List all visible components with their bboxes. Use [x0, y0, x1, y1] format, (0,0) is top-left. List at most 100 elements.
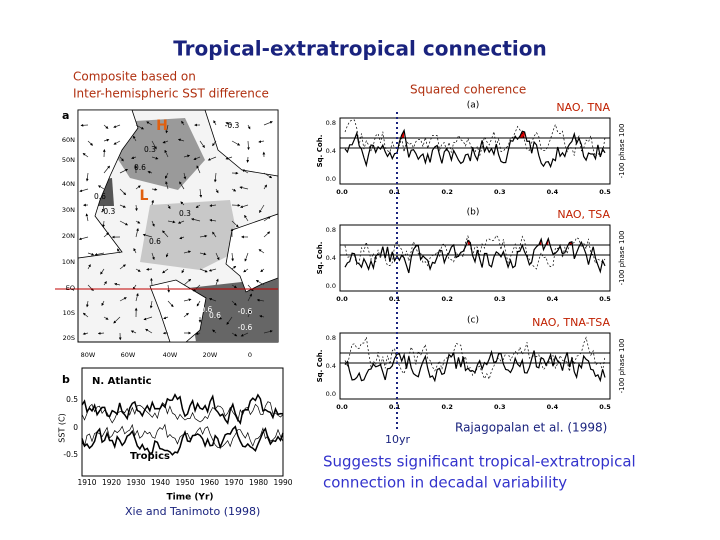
lon-label: 60W — [121, 351, 136, 359]
lat-label: 20S — [63, 334, 75, 342]
wind-arrow — [179, 236, 185, 240]
wind-arrow — [208, 298, 217, 302]
wind-arrow — [263, 216, 271, 222]
wind-arrow — [247, 293, 252, 302]
wind-arrow — [135, 227, 139, 238]
lat-label: 40N — [62, 180, 75, 188]
pair-label: NAO, TNA-TSA — [532, 316, 610, 329]
wind-arrow — [199, 252, 207, 256]
panel-label: (b) — [467, 208, 480, 218]
wind-arrow — [177, 138, 185, 142]
wind-arrow — [119, 220, 129, 226]
x-tick-label: 0.0 — [336, 403, 348, 411]
heading: Squared coherence — [410, 83, 526, 97]
wind-arrow — [231, 140, 241, 146]
wind-arrow — [151, 140, 157, 150]
wind-arrow — [215, 278, 219, 286]
wind-arrow — [151, 199, 155, 206]
contour-label: -0.3 — [225, 121, 240, 130]
wind-arrow — [114, 282, 121, 286]
wind-arrow — [102, 220, 105, 228]
x-tick-label: 1960 — [200, 478, 219, 487]
wind-arrow — [225, 156, 233, 160]
wind-arrow — [259, 204, 265, 213]
wind-arrow — [244, 214, 249, 222]
ts-curve — [81, 393, 284, 425]
wind-arrow — [162, 230, 169, 238]
wind-arrow — [135, 220, 141, 224]
high-label: H — [156, 118, 168, 134]
x-axis-label: Time (Yr) — [166, 493, 213, 503]
wind-arrow — [151, 220, 155, 227]
wind-arrow — [135, 268, 141, 272]
wind-arrow — [263, 121, 273, 126]
coh-frame — [339, 117, 611, 185]
wind-arrow — [193, 284, 201, 292]
lat-label: 20N — [62, 232, 75, 240]
wind-arrow — [87, 264, 91, 270]
wind-arrow — [103, 316, 109, 320]
wind-arrow — [183, 298, 192, 302]
wind-arrow — [147, 171, 153, 174]
wind-arrow — [167, 204, 171, 210]
wind-arrow — [183, 278, 192, 286]
x-tick-label: 1990 — [273, 478, 292, 487]
contour-label: 0.6 — [94, 192, 106, 201]
contour-label: -0.6 — [238, 307, 253, 316]
wind-arrow — [135, 293, 139, 302]
wind-arrow — [151, 156, 159, 160]
y-tick-label: 0.0 — [326, 282, 336, 290]
wind-arrow — [103, 232, 110, 238]
wind-arrow — [258, 249, 265, 254]
wind-arrow — [247, 124, 251, 130]
wind-arrow — [135, 185, 141, 190]
wind-arrow — [103, 281, 107, 286]
wind-arrow — [87, 252, 95, 256]
wind-arrow — [135, 124, 145, 130]
x-tick-label: 0.1 — [389, 188, 401, 196]
wind-arrow — [193, 156, 201, 160]
wind-arrow — [208, 268, 217, 272]
ts-frame — [81, 367, 284, 477]
wind-arrow — [87, 284, 94, 291]
y-tick-label: -0.5 — [63, 450, 78, 459]
wind-arrow — [117, 248, 121, 254]
wind-arrow — [85, 213, 89, 222]
contour-label: -0.3 — [101, 207, 116, 216]
x-tick-label: 0.1 — [389, 403, 401, 411]
y-axis-label: SST (C) — [58, 413, 67, 442]
wind-arrow — [119, 204, 126, 208]
series-label: Tropics — [130, 451, 170, 462]
contour-label: 0.6 — [149, 237, 161, 246]
wind-arrow — [87, 140, 94, 146]
wind-arrow — [100, 268, 105, 275]
phase-curve — [344, 335, 606, 381]
coherence-curve — [344, 236, 606, 274]
wind-arrow — [259, 315, 265, 318]
wind-arrow — [79, 188, 89, 193]
x-tick-label: 1930 — [126, 478, 145, 487]
land — [149, 279, 207, 343]
x-tick-label: 1910 — [77, 478, 96, 487]
lon-label: 20W — [203, 351, 218, 359]
y-tick-label: 0 — [73, 423, 78, 432]
panel-label: a — [62, 109, 69, 122]
wind-arrow — [82, 312, 89, 318]
coherence-curve — [344, 128, 606, 169]
wind-arrow — [162, 268, 169, 274]
wind-arrow — [199, 188, 203, 198]
x-tick-label: 0.4 — [547, 295, 559, 303]
wind-arrow — [150, 277, 153, 286]
x-tick-label: 0.4 — [547, 188, 559, 196]
credit: Xie and Tanimoto (1998) — [125, 505, 260, 518]
wind-arrow — [243, 268, 249, 273]
wind-arrow — [103, 165, 110, 174]
wind-arrow — [213, 120, 217, 126]
y-axis-label: Sq. Coh. — [316, 242, 324, 275]
wind-arrow — [231, 284, 237, 288]
wind-arrow — [196, 300, 201, 307]
wind-arrow — [183, 250, 192, 254]
lat-label: EQ — [66, 284, 75, 292]
wind-arrow — [199, 140, 205, 149]
